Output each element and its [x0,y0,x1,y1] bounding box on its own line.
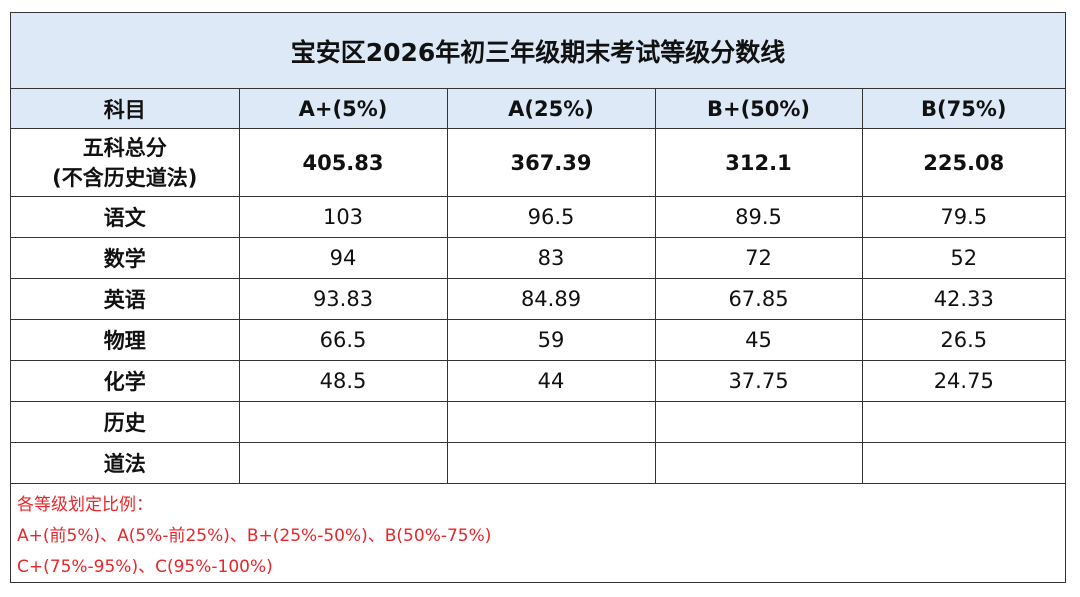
cell: 59 [446,319,656,361]
header-cell: A+(5%) [238,88,448,129]
note-line: 各等级划定比例： [17,495,153,515]
row-label: 历史 [11,401,240,443]
cell: 96.5 [446,196,656,238]
empty-cell [861,401,1065,443]
cell: 66.5 [238,319,448,361]
empty-cell [238,401,448,443]
header-cell: B(75%) [861,88,1065,129]
table-row: 物理 66.5 59 45 26.5 [11,319,1065,361]
empty-cell [654,442,863,484]
row-label: 数学 [11,237,240,279]
table-row: 五科总分 (不含历史道法) 405.83 367.39 312.1 225.08 [11,128,1065,197]
header-cell: A(25%) [446,88,656,129]
cell: 45 [654,319,863,361]
table-row: 语文 103 96.5 89.5 79.5 [11,196,1065,238]
empty-cell [238,442,448,484]
cell: 405.83 [238,128,448,197]
table-row: 英语 93.83 84.89 67.85 42.33 [11,278,1065,320]
cell: 67.85 [654,278,863,320]
cell: 42.33 [861,278,1065,320]
header-cell: B+(50%) [654,88,863,129]
table-title: 宝安区2026年初三年级期末考试等级分数线 [11,13,1065,89]
cell: 367.39 [446,128,656,197]
cell: 94 [238,237,448,279]
cell: 312.1 [654,128,863,197]
grade-table: 宝安区2026年初三年级期末考试等级分数线 科目 A+(5%) A(25%) B+(50… [11,13,1065,484]
notes: 各等级划定比例： A+(前5%)、A(5%-前25%)、B+(25%-50%)、B… [11,484,1065,583]
header-row: 科目 A+(5%) A(25%) B+(50%) B(75%) [11,88,1065,129]
cell: 44 [446,360,656,402]
row-label: 英语 [11,278,240,320]
table-frame: 宝安区2026年初三年级期末考试等级分数线 科目 A+(5%) A(25%) B+(50… [10,12,1066,583]
empty-cell [446,401,656,443]
cell: 83 [446,237,656,279]
table-row: 化学 48.5 44 37.75 24.75 [11,360,1065,402]
empty-cell [446,442,656,484]
empty-cell [861,442,1065,484]
note-line: A+(前5%)、A(5%-前25%)、B+(25%-50%)、B(50%-75%… [17,526,492,546]
row-label: 物理 [11,319,240,361]
cell: 52 [861,237,1065,279]
title-row: 宝安区2026年初三年级期末考试等级分数线 [11,13,1065,89]
row-label: 五科总分 (不含历史道法) [11,128,240,197]
cell: 93.83 [238,278,448,320]
row-label: 化学 [11,360,240,402]
cell: 103 [238,196,448,238]
cell: 37.75 [654,360,863,402]
cell: 79.5 [861,196,1065,238]
empty-cell [654,401,863,443]
cell: 89.5 [654,196,863,238]
row-label: 道法 [11,442,240,484]
table-row: 道法 [11,442,1065,484]
cell: 72 [654,237,863,279]
cell: 84.89 [446,278,656,320]
cell: 26.5 [861,319,1065,361]
cell: 48.5 [238,360,448,402]
cell: 225.08 [861,128,1065,197]
note-line: C+(75%-95%)、C(95%-100%) [17,557,273,577]
row-label: 语文 [11,196,240,238]
table-row: 数学 94 83 72 52 [11,237,1065,279]
table-row: 历史 [11,401,1065,443]
cell: 24.75 [861,360,1065,402]
header-cell: 科目 [11,88,240,129]
